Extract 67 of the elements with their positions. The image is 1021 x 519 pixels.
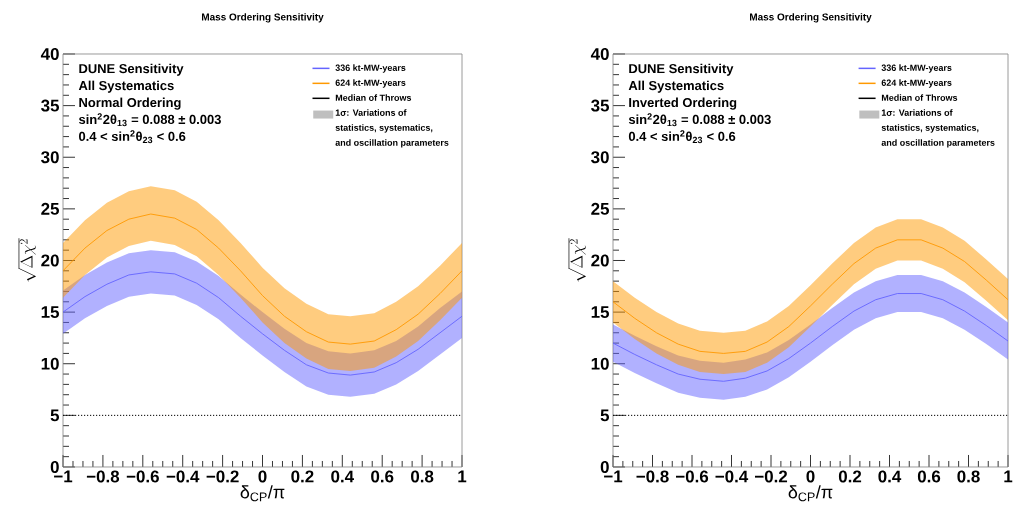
legend-label: 624 kt-MW-years [881, 79, 952, 88]
y-tick-label: 15 [591, 306, 610, 319]
y-tick-label: 20 [41, 254, 59, 267]
x-tick-label: 0.4 [878, 470, 902, 483]
annotation: All Systematics [628, 80, 724, 93]
annotation: Normal Ordering [79, 97, 181, 110]
y-tick-label: 40 [590, 47, 609, 60]
y-tick-label: 20 [591, 254, 609, 267]
x-tick-label: 1 [1004, 470, 1013, 483]
legend-label: 624 kt-MW-years [335, 79, 406, 88]
line-series [613, 293, 1009, 382]
annotation: Inverted Ordering [629, 97, 737, 110]
annotation: statistics, systematics, [335, 124, 433, 133]
line-series [613, 239, 1009, 354]
line-series [63, 213, 463, 345]
annotation: and oscillation parameters [881, 139, 995, 148]
x-tick-label: −0.8 [86, 470, 120, 483]
x-tick-label: −0.6 [676, 470, 709, 483]
annotation: 1σ: Variations of [335, 109, 407, 116]
annotation: DUNE Sensitivity [79, 63, 184, 76]
y-tick-label: 30 [591, 151, 609, 164]
annotation: 1σ: Variations of [881, 109, 953, 116]
annotation: statistics, systematics, [881, 124, 979, 133]
chart-title: Mass Ordering Sensitivity [750, 13, 872, 23]
x-tick-label: −0.6 [126, 470, 159, 483]
annotation: DUNE Sensitivity [629, 63, 734, 76]
x-tick-label: 0 [258, 470, 267, 483]
x-tick-label: 1 [458, 470, 467, 483]
annotation: sin$^{2}$2θ$_{13}$ = 0.088 ± 0.003 [628, 113, 771, 127]
y-tick-label: 25 [591, 202, 610, 215]
legend-label: 336 kt-MW-years [335, 64, 406, 73]
x-tick-label: 0.2 [291, 470, 314, 483]
x-tick-label: 0 [806, 470, 815, 483]
annotation: All Systematics [78, 80, 174, 93]
x-tick-label: 0.6 [371, 470, 394, 483]
x-tick-label: −0.8 [636, 470, 669, 483]
y-tick-label: 30 [41, 151, 59, 164]
y-tick-label: 10 [41, 357, 59, 370]
annotation: Median of Throws [335, 94, 412, 101]
y-tick-label: 5 [600, 409, 610, 422]
x-tick-label: 0.6 [917, 470, 941, 483]
y-tick-label: 25 [41, 202, 60, 215]
x-axis-title: δ$_{CP}$/π [788, 485, 833, 502]
chart-title: Mass Ordering Sensitivity [202, 13, 324, 23]
annotation: 0.4 < sin$^{2}$θ$_{23}$ < 0.6 [628, 130, 736, 144]
annotation: and oscillation parameters [335, 139, 449, 148]
annotation: Median of Throws [881, 94, 958, 101]
y-tick-label: 10 [591, 357, 609, 370]
x-tick-label: −0.4 [715, 470, 749, 483]
y-tick-label: 15 [41, 306, 60, 319]
x-tick-label: −0.2 [755, 470, 788, 483]
y-axis-title: $\sqrt{\Delta\chi^{2}}$ [568, 238, 586, 282]
y-tick-label: 40 [40, 47, 59, 60]
annotation: sin$^{2}$2θ$_{13}$ = 0.088 ± 0.003 [78, 113, 221, 127]
x-tick-label: −0.4 [166, 470, 200, 483]
x-tick-label: 0.2 [838, 470, 862, 483]
x-tick-label: 0.4 [331, 470, 354, 483]
annotation: 0.4 < sin$^{2}$θ$_{23}$ < 0.6 [79, 130, 186, 144]
legend-label: 336 kt-MW-years [881, 64, 952, 73]
x-tick-label: 0.8 [411, 470, 434, 483]
y-tick-label: 35 [591, 99, 610, 112]
y-axis-title: $\sqrt{\Delta\chi^{2}}$ [18, 238, 36, 282]
x-axis-title: δ$_{CP}$/π [240, 485, 285, 502]
y-tick-label: 5 [50, 409, 60, 422]
x-tick-label: 0.8 [957, 470, 980, 483]
y-tick-label: 35 [41, 99, 60, 112]
x-tick-label: −0.2 [206, 470, 239, 483]
